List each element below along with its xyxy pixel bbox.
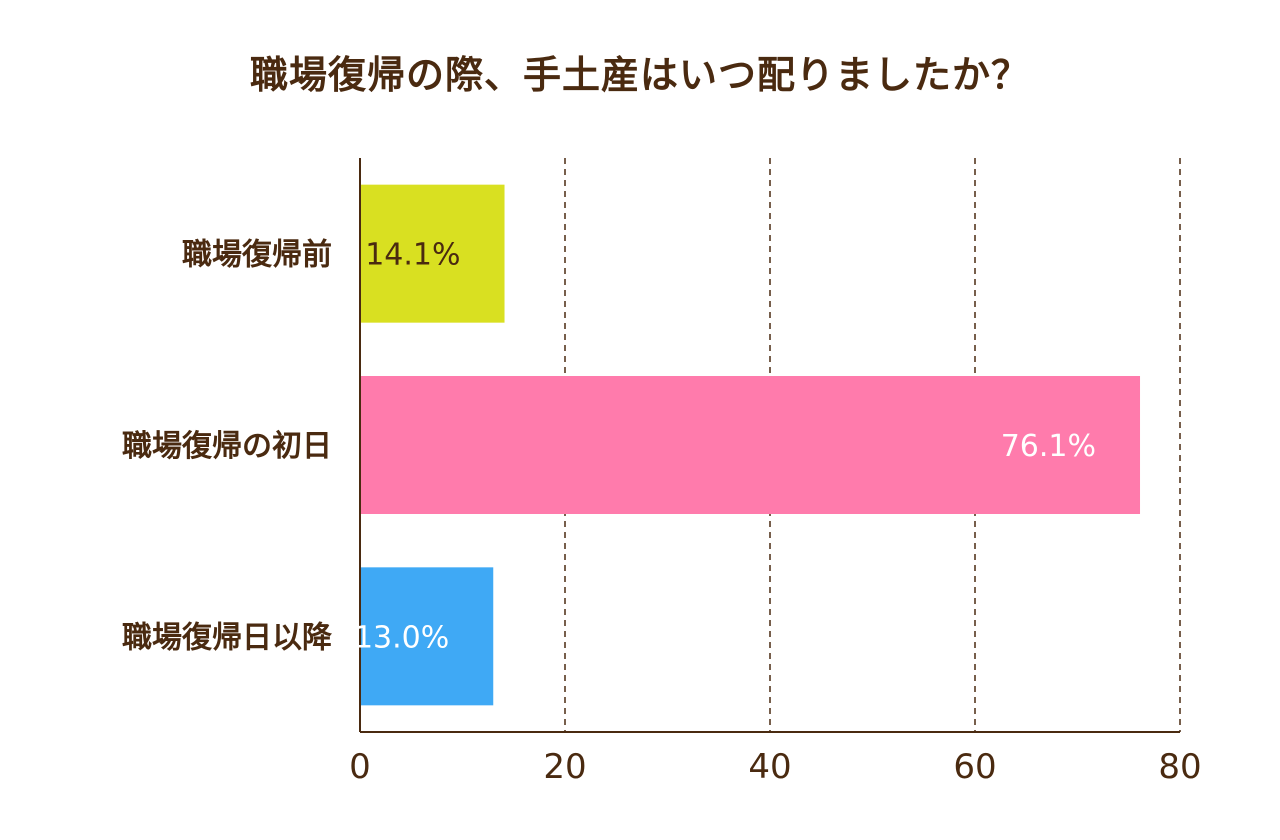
value-label-3: 13.0%: [354, 620, 449, 655]
value-label-1: 14.1%: [365, 238, 460, 273]
x-tick-label-60: 60: [953, 747, 996, 787]
bar-2: [360, 376, 1141, 514]
category-label-1: 職場復帰前: [182, 238, 332, 273]
x-tick-label-20: 20: [543, 747, 586, 787]
bar-3: [360, 567, 494, 706]
bar-1: [360, 184, 505, 323]
category-label-2: 職場復帰の初日: [122, 429, 332, 464]
value-label-2: 76.1%: [1001, 429, 1096, 464]
category-label-3: 職場復帰日以降: [122, 620, 333, 655]
x-tick-label-40: 40: [748, 747, 791, 787]
x-tick-label-0: 0: [349, 747, 371, 787]
x-tick-label-80: 80: [1158, 747, 1201, 787]
chart-title: 職場復帰の際、手土産はいつ配りましたか？: [249, 53, 1030, 97]
